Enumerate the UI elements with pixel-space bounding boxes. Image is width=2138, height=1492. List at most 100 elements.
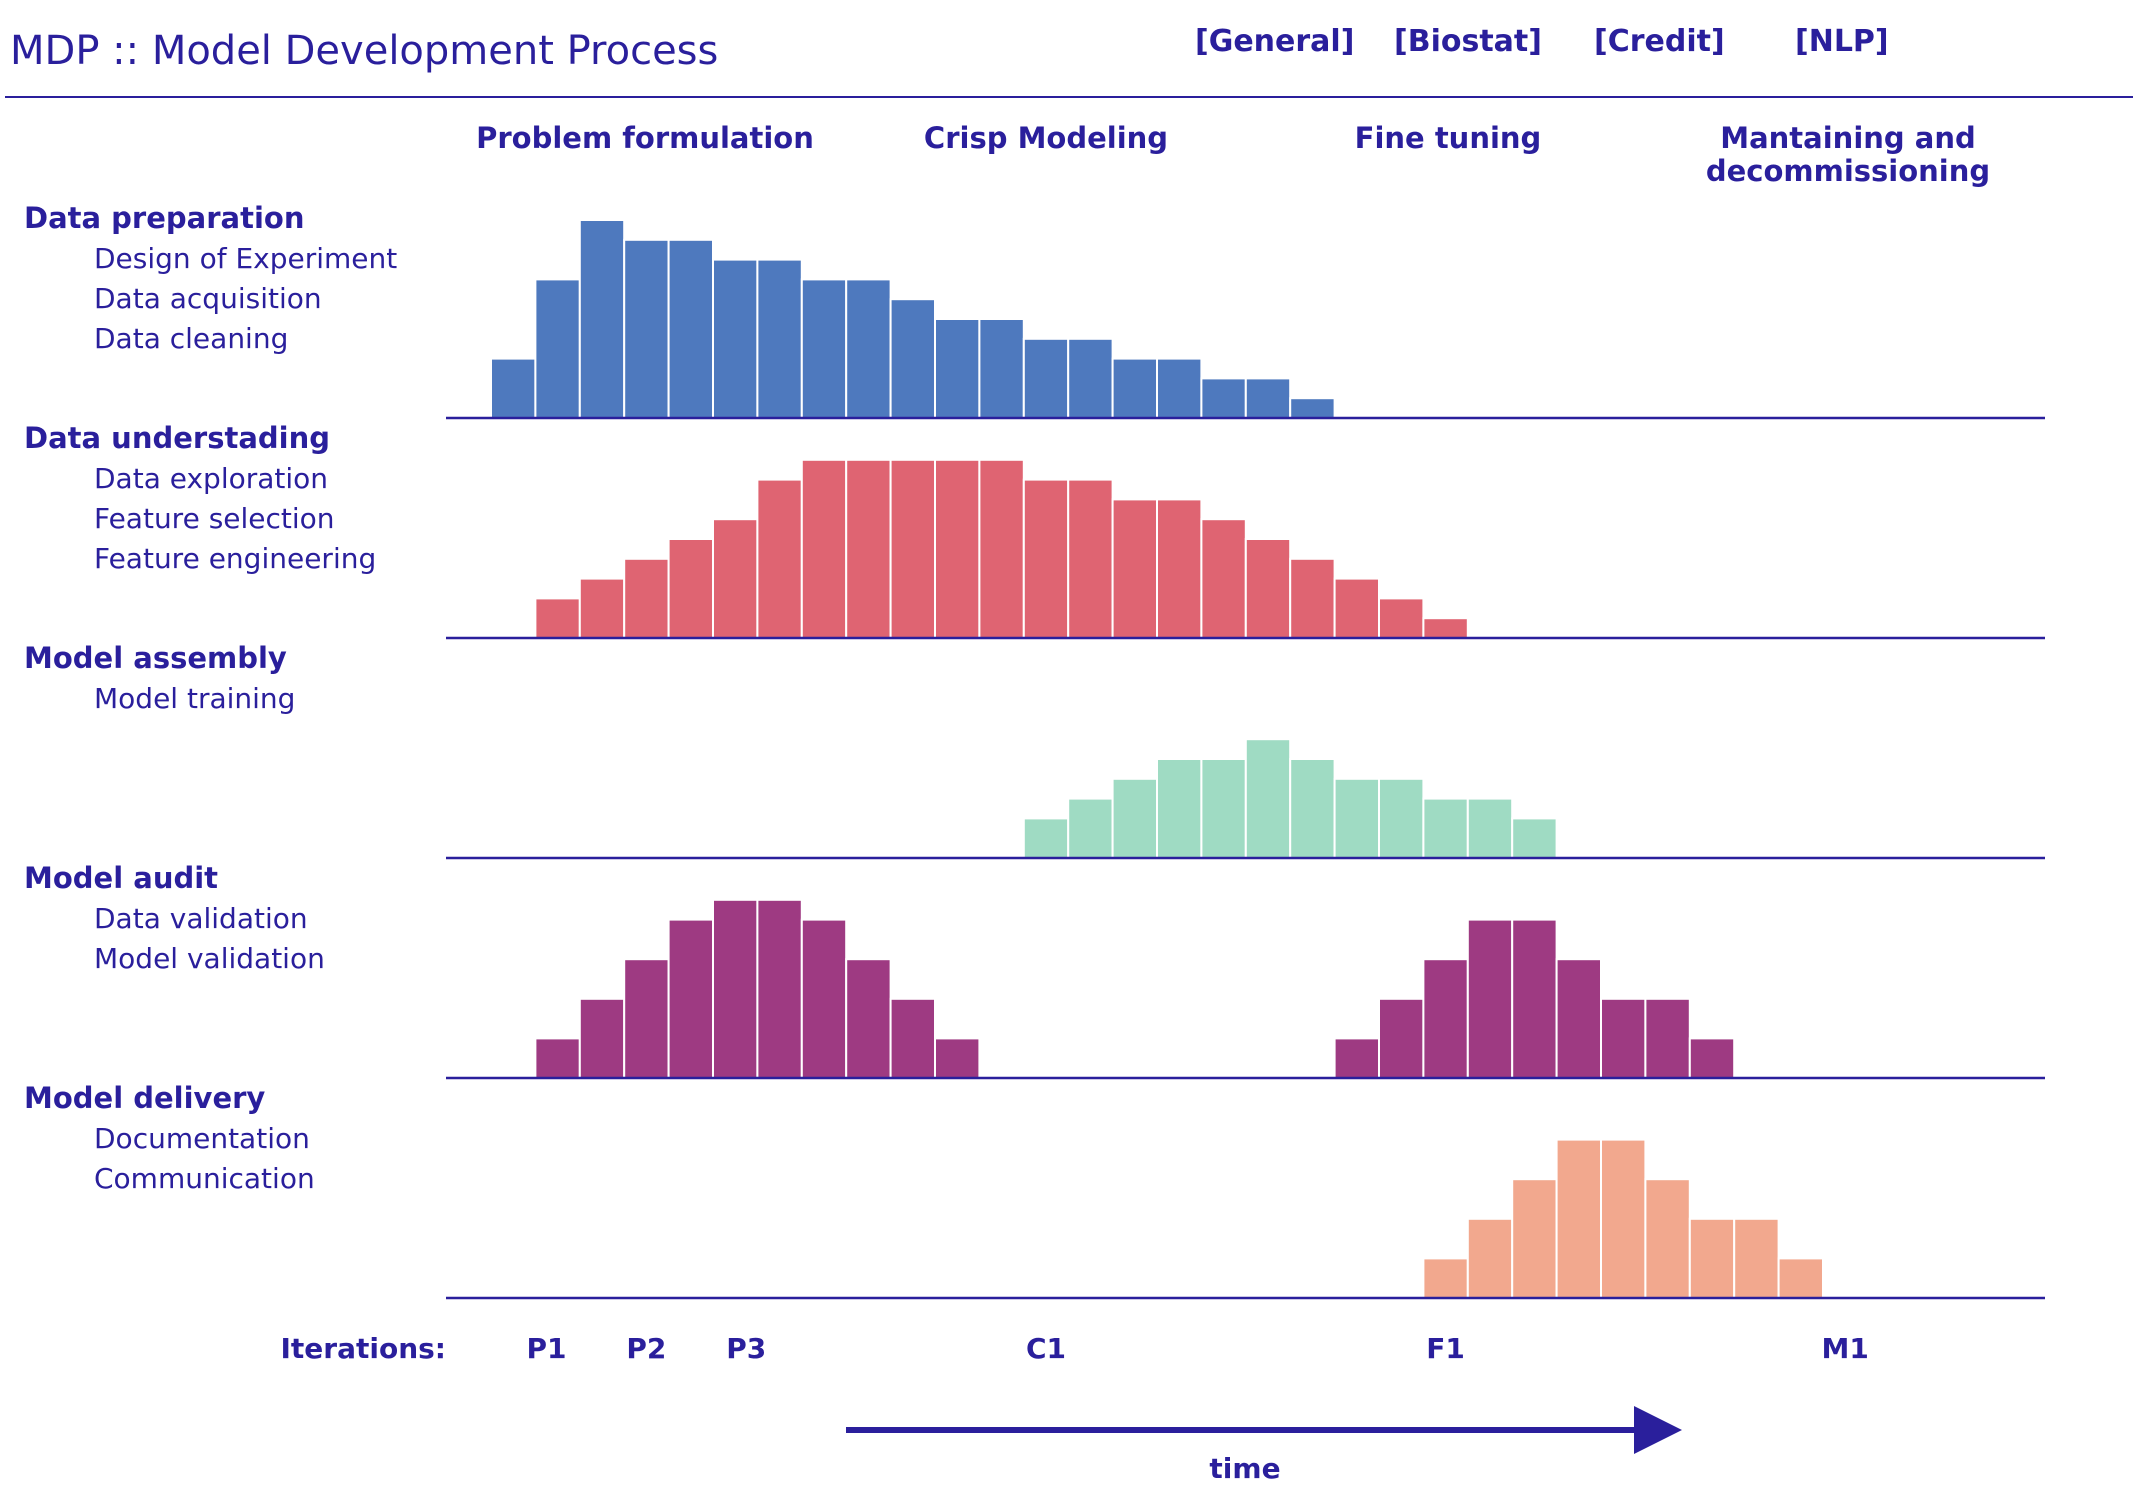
bar	[1422, 617, 1469, 640]
phase-header: Mantaining and decommissioning	[1706, 121, 1990, 188]
row-subitem: Data validation	[94, 902, 308, 935]
bar	[1244, 377, 1292, 419]
bar	[1200, 518, 1247, 640]
bar	[1067, 478, 1114, 639]
bar	[1777, 1257, 1824, 1300]
bar	[1156, 758, 1203, 859]
phase-header: Problem formulation	[476, 121, 814, 155]
bar	[534, 597, 581, 640]
iteration-mark: M1	[1822, 1332, 1869, 1365]
bar	[1511, 817, 1558, 860]
bar	[623, 238, 670, 419]
bar	[1244, 738, 1292, 860]
bar	[1688, 1217, 1736, 1300]
row-title: Data understading	[24, 421, 330, 455]
bar	[756, 478, 803, 639]
bar	[845, 458, 892, 639]
bar	[1378, 597, 1425, 640]
bar	[1289, 758, 1336, 859]
bar	[578, 219, 626, 419]
iteration-mark: P2	[626, 1332, 666, 1365]
iteration-mark: C1	[1026, 1332, 1066, 1365]
bar	[800, 278, 848, 419]
row-title: Data preparation	[24, 201, 304, 235]
tab-general[interactable]: [General]	[1195, 24, 1355, 59]
phase-header: Crisp Modeling	[924, 121, 1168, 155]
bar	[490, 357, 537, 420]
time-label: time	[1209, 1452, 1280, 1485]
row-title: Model audit	[24, 861, 218, 895]
iteration-mark: P3	[726, 1332, 766, 1365]
bar	[1600, 1138, 1647, 1299]
bar	[756, 258, 803, 419]
tab-nlp[interactable]: [NLP]	[1795, 24, 1889, 59]
bar	[934, 1037, 981, 1080]
bar	[667, 538, 714, 639]
row-subitem: Feature selection	[94, 502, 335, 535]
bar	[800, 458, 848, 639]
bar	[1022, 478, 1070, 639]
tab-credit[interactable]: [Credit]	[1594, 24, 1725, 59]
iterations-label: Iterations:	[280, 1332, 446, 1365]
bar	[889, 298, 936, 420]
header-divider	[5, 96, 2133, 98]
bar	[712, 518, 759, 640]
bar	[889, 997, 936, 1079]
bar	[1378, 997, 1425, 1079]
bar	[845, 278, 892, 419]
bar	[1156, 498, 1203, 639]
bar	[1289, 557, 1336, 639]
bar	[667, 238, 714, 419]
row-subitem: Data acquisition	[94, 282, 322, 315]
bar	[1111, 498, 1158, 639]
bar	[1733, 1217, 1780, 1300]
row-2: Model assembly Model training	[24, 641, 2045, 860]
bar	[712, 898, 759, 1079]
bar	[1378, 777, 1425, 859]
bar	[712, 258, 759, 419]
bar	[845, 958, 892, 1080]
page-title: MDP :: Model Development Process	[10, 28, 719, 74]
bar	[578, 997, 626, 1079]
bar	[1422, 1257, 1469, 1300]
bar	[1555, 1138, 1602, 1299]
row-1: Data understading Data exploration Feature…	[24, 421, 2045, 640]
bar	[934, 318, 981, 419]
bar	[1644, 997, 1691, 1079]
bar	[623, 958, 670, 1080]
bar	[1111, 357, 1158, 420]
bar	[1688, 1037, 1736, 1080]
row-subitem: Documentation	[94, 1122, 310, 1155]
bar	[978, 318, 1025, 419]
bar	[1289, 397, 1336, 420]
row-subitem: Feature engineering	[94, 542, 376, 575]
bar	[1067, 797, 1114, 859]
bar	[534, 1037, 581, 1080]
bar	[667, 918, 714, 1079]
iteration-mark: P1	[526, 1332, 566, 1365]
bar	[1466, 1217, 1514, 1300]
row-title: Model delivery	[24, 1081, 265, 1115]
bar	[1555, 958, 1602, 1080]
bar	[1422, 797, 1469, 859]
bar	[889, 458, 936, 639]
bar	[1333, 777, 1380, 859]
phase-header: Fine tuning	[1355, 121, 1542, 155]
iteration-mark: F1	[1426, 1332, 1465, 1365]
bar	[1333, 1037, 1380, 1080]
tab-biostat[interactable]: [Biostat]	[1394, 24, 1542, 59]
row-subitem: Communication	[94, 1162, 315, 1195]
bar	[756, 898, 803, 1079]
bar	[1333, 577, 1380, 639]
bar	[1200, 758, 1247, 859]
bar	[1111, 777, 1158, 859]
bar	[1422, 958, 1469, 1080]
bar	[1466, 918, 1514, 1079]
bar	[1067, 337, 1114, 419]
bar	[623, 557, 670, 639]
bar	[1156, 357, 1203, 420]
bar	[1511, 1178, 1558, 1299]
bar	[1644, 1178, 1691, 1299]
bar	[578, 577, 626, 639]
